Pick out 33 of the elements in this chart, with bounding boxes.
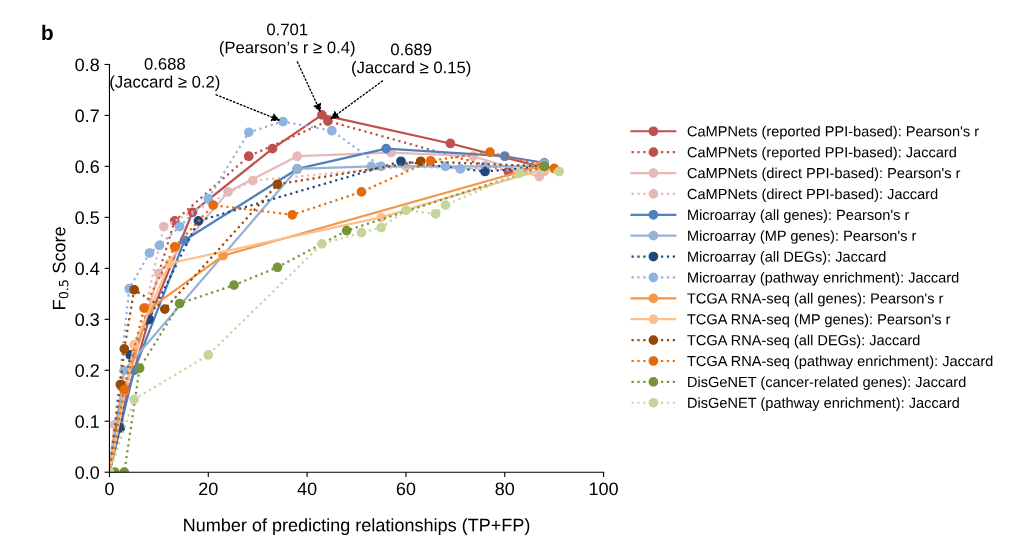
y-tick-label: 0.1 — [75, 415, 99, 428]
x-tick-label: 60 — [396, 482, 416, 496]
x-axis-title: Number of predicting relationships (TP+FP) — [184, 518, 530, 536]
annotation: 0.688 (Jaccard ≥ 0.2) — [110, 57, 220, 91]
x-tick-label: 40 — [297, 482, 317, 496]
legend-label: Microarray (pathway enrichment): Jaccard — [688, 271, 959, 286]
y-tick-label: 0.5 — [75, 211, 99, 225]
x-tick-label: 0 — [105, 482, 114, 496]
y-tick-label: 0.0 — [75, 466, 100, 479]
legend-label: Microarray (all genes): Pearson's r — [688, 209, 910, 223]
chart-title: b — [42, 24, 53, 41]
legend-label: CaMPNets (direct PPI-based): Pearson's r — [687, 167, 961, 182]
legend-label: DisGeNET (cancer-related genes): Jaccard — [688, 376, 966, 391]
y-tick-label: 0.3 — [75, 313, 99, 327]
x-tick-label: 20 — [199, 482, 218, 496]
y-tick-label: 0.4 — [75, 262, 100, 276]
x-tick-label: 100 — [589, 482, 618, 496]
y-tick-label: 0.6 — [75, 160, 99, 174]
y-tick-label: 0.2 — [75, 364, 99, 377]
y-tick-label: 0.8 — [75, 58, 99, 72]
legend-label: TCGA RNA-seq (all DEGs): Jaccard — [687, 334, 920, 349]
y-axis-title: F$_{0.5}$ Score — [52, 227, 69, 309]
legend-label: Microarray (MP genes): Pearson's r — [688, 230, 917, 244]
legend-label: CaMPNets (reported PPI-based): Jaccard — [687, 146, 956, 161]
legend-label: TCGA RNA-seq (all genes): Pearson's r — [687, 292, 944, 307]
x-tick-label: 80 — [495, 482, 515, 496]
legend-label: CaMPNets (reported PPI-based): Pearson's r — [687, 125, 979, 140]
legend-label: TCGA RNA-seq (pathway enrichment): Jaccard — [687, 355, 993, 370]
legend-label: TCGA RNA-seq (MP genes): Pearson's r — [687, 313, 951, 328]
y-tick-label: 0.7 — [75, 109, 99, 123]
legend-label: Microarray (all DEGs): Jaccard — [688, 251, 886, 265]
legend-label: DisGeNET (pathway enrichment): Jaccard — [688, 397, 959, 411]
legend-label: CaMPNets (direct PPI-based): Jaccard — [687, 188, 938, 203]
